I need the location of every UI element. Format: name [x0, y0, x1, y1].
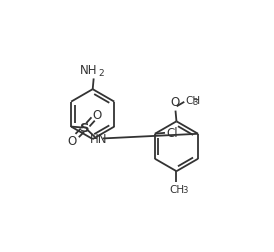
- Text: Cl: Cl: [166, 127, 178, 140]
- Text: O: O: [68, 135, 77, 147]
- Text: CH: CH: [169, 184, 184, 195]
- Text: 3: 3: [182, 185, 187, 195]
- Text: S: S: [80, 121, 90, 135]
- Text: 3: 3: [193, 97, 198, 106]
- Text: NH: NH: [80, 64, 98, 77]
- Text: CH: CH: [185, 96, 200, 106]
- Text: O: O: [93, 109, 102, 122]
- Text: O: O: [171, 95, 180, 108]
- Text: HN: HN: [90, 133, 107, 146]
- Text: 2: 2: [98, 69, 104, 78]
